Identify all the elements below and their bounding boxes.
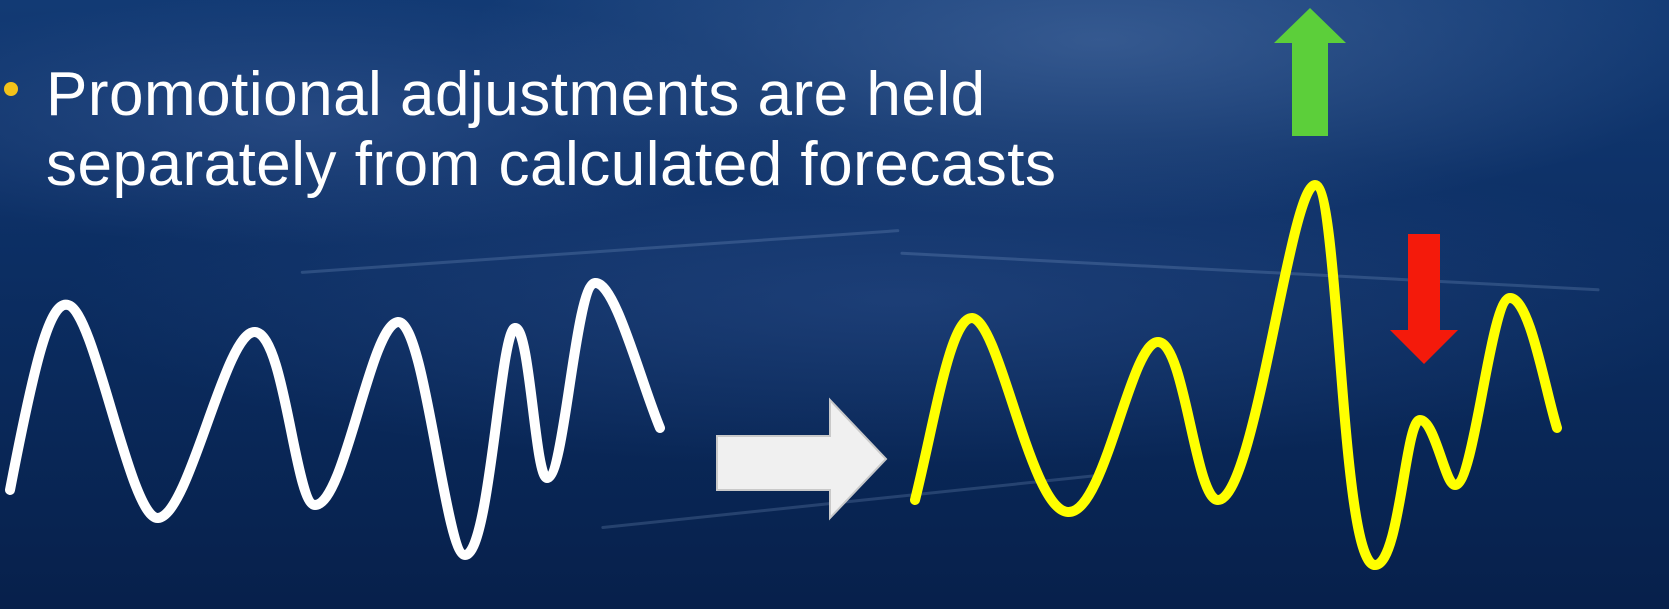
right-arrow-icon [716, 397, 888, 521]
adjusted-forecast-wave [910, 180, 1562, 570]
bullet-text: Promotional adjustments are held separat… [46, 60, 1056, 200]
down-arrow-icon [1390, 234, 1458, 364]
bullet-point: Promotional adjustments are held separat… [4, 60, 1204, 200]
bullet-icon [4, 82, 18, 96]
bullet-line-2: separately from calculated forecasts [46, 130, 1057, 199]
bullet-line-1: Promotional adjustments are held [46, 60, 986, 129]
up-arrow-icon [1274, 8, 1346, 136]
calculated-forecast-wave [5, 278, 665, 560]
